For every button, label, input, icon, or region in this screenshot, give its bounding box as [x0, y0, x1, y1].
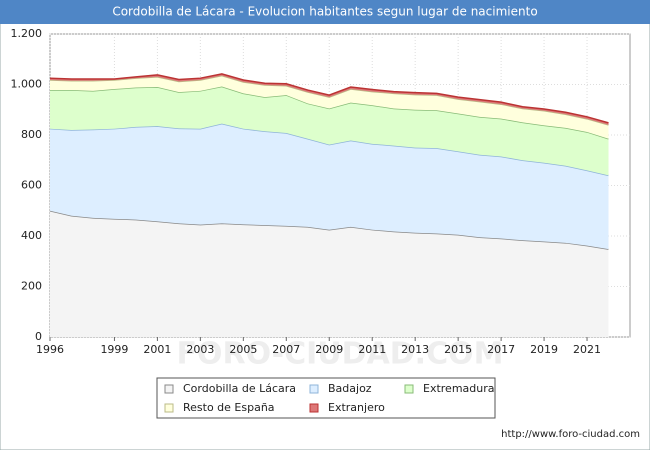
- watermark: FORO-CIUDAD.COM: [177, 337, 504, 372]
- x-tick-label: 1999: [100, 343, 128, 356]
- x-tick-label: 2019: [530, 343, 558, 356]
- title-bar: [0, 0, 650, 24]
- x-tick-label: 2009: [315, 343, 343, 356]
- area: [50, 75, 609, 139]
- legend-label: Badajoz: [328, 382, 372, 395]
- x-tick-label: 2015: [444, 343, 472, 356]
- legend-swatch: [309, 403, 319, 413]
- x-tick-label: 2001: [143, 343, 171, 356]
- x-tick-label: 2007: [272, 343, 300, 356]
- x-tick-label: 2011: [358, 343, 386, 356]
- y-tick-label: 800: [21, 128, 42, 141]
- x-tick-label: 2013: [401, 343, 429, 356]
- y-tick-label: 200: [21, 280, 42, 293]
- y-tick-label: 400: [21, 229, 42, 242]
- source: http://www.foro-ciudad.com: [501, 429, 640, 440]
- legend-label: Resto de España: [183, 401, 275, 414]
- area-line: [49, 73, 609, 124]
- legend-swatch: [164, 384, 174, 394]
- legend-swatch: [404, 384, 414, 394]
- area: [50, 210, 609, 337]
- x-tick-label: 2003: [186, 343, 214, 356]
- chart-title: Cordobilla de Lácara - Evolucion habitan…: [112, 5, 537, 19]
- legend-swatch: [164, 403, 174, 413]
- legend: [156, 377, 496, 419]
- x-tick-label: 2005: [229, 343, 257, 356]
- y-tick-label: 1.200: [11, 27, 43, 40]
- legend-label: Extremadura: [423, 382, 495, 395]
- y-tick-label: 600: [21, 179, 42, 192]
- y-tick-label: 1.000: [11, 78, 43, 91]
- legend-swatch: [309, 384, 319, 394]
- legend-label: Extranjero: [328, 401, 385, 414]
- x-tick-label: 1996: [36, 343, 64, 356]
- area: [50, 86, 609, 176]
- legend-label: Cordobilla de Lácara: [183, 382, 296, 395]
- y-tick-label: 0: [35, 330, 42, 343]
- x-tick-label: 2017: [487, 343, 515, 356]
- area: [50, 123, 609, 250]
- x-tick-label: 2021: [573, 343, 601, 356]
